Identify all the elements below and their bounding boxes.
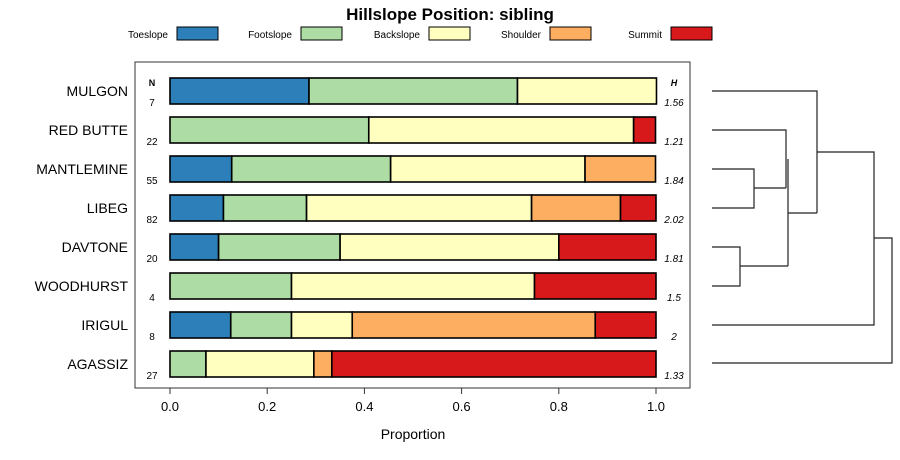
category-label: WOODHURST xyxy=(35,278,129,294)
legend-label: Summit xyxy=(628,30,662,41)
bar-segment-backslope xyxy=(305,194,533,222)
bar-row: AGASSIZ 27 1.33 xyxy=(67,350,684,382)
n-value: 55 xyxy=(146,176,158,187)
x-axis: 0.0 0.2 0.4 0.6 0.8 1.0 xyxy=(161,388,665,414)
dendrogram-branch xyxy=(712,168,755,209)
n-header: N xyxy=(149,78,156,88)
bar-segment-footslope xyxy=(222,194,308,222)
category-label: RED BUTTE xyxy=(49,122,128,138)
dendrogram-branch xyxy=(712,246,741,287)
bar-segment-footslope xyxy=(169,272,293,300)
legend-label: Toeslope xyxy=(128,30,168,41)
h-value: 2 xyxy=(670,332,677,343)
bar-row: MANTLEMINE 55 1.84 xyxy=(36,155,684,187)
h-header: H xyxy=(671,78,678,88)
bar-segment-toeslope xyxy=(169,311,232,339)
legend-swatch xyxy=(176,26,219,41)
h-value: 1.33 xyxy=(664,371,684,382)
bar-segment-summit xyxy=(533,272,657,300)
bar-segment-backslope xyxy=(516,77,658,105)
dendrogram-branch xyxy=(712,90,818,213)
x-axis-label: Proportion xyxy=(381,426,446,442)
bar-segment-summit xyxy=(594,311,657,339)
n-value: 82 xyxy=(146,215,158,226)
x-tick-label: 0.6 xyxy=(453,399,471,414)
bar-row: LIBEG 82 2.02 xyxy=(87,194,684,226)
bar-segment-footslope xyxy=(230,155,392,183)
bar-segment-toeslope xyxy=(169,77,310,105)
h-value: 1.21 xyxy=(664,137,683,148)
legend-swatch xyxy=(670,26,713,41)
bar-row: MULGON 7 1.56 xyxy=(67,77,684,109)
bar-segment-backslope xyxy=(205,350,315,378)
bar-segment-footslope xyxy=(308,77,519,105)
bar-row: DAVTONE 20 1.81 xyxy=(62,233,684,265)
bar-segment-footslope xyxy=(217,233,341,261)
bar-row: IRIGUL 8 2 xyxy=(81,311,677,343)
n-value: 8 xyxy=(149,332,155,343)
x-tick-label: 1.0 xyxy=(647,399,665,414)
category-label: AGASSIZ xyxy=(67,356,128,372)
plot-frame xyxy=(134,61,691,389)
bar-segment-shoulder xyxy=(351,311,597,339)
bar-segment-footslope xyxy=(169,350,207,378)
dendrogram xyxy=(712,90,893,364)
bar-segment-backslope xyxy=(290,272,536,300)
h-value: 2.02 xyxy=(663,215,684,226)
n-value: 20 xyxy=(146,254,158,265)
bar-segment-summit xyxy=(619,194,657,222)
legend-swatch xyxy=(549,26,592,41)
x-tick-label: 0.0 xyxy=(161,399,179,414)
x-tick-label: 0.8 xyxy=(550,399,568,414)
bar-segment-summit xyxy=(557,233,657,261)
h-value: 1.84 xyxy=(664,176,684,187)
chart-title: Hillslope Position: sibling xyxy=(346,5,554,24)
bar-segment-footslope xyxy=(229,311,293,339)
bar-segment-backslope xyxy=(389,155,586,183)
bar-segment-toeslope xyxy=(169,194,225,222)
bar-segment-shoulder xyxy=(530,194,622,222)
n-value: 4 xyxy=(149,293,155,304)
h-value: 1.56 xyxy=(664,98,684,109)
bar-segment-summit xyxy=(331,350,657,378)
bar-segment-shoulder xyxy=(584,155,657,183)
legend-swatch xyxy=(428,26,471,41)
x-tick-label: 0.4 xyxy=(355,399,373,414)
legend-swatch xyxy=(300,26,343,41)
bar-segment-toeslope xyxy=(169,155,233,183)
n-value: 27 xyxy=(146,371,158,382)
legend-label: Backslope xyxy=(374,30,421,41)
bar-segment-footslope xyxy=(169,116,370,144)
bar-segment-shoulder xyxy=(313,350,333,378)
bar-segment-backslope xyxy=(339,233,560,261)
h-value: 1.81 xyxy=(664,254,683,265)
dendrogram-branch xyxy=(712,237,893,364)
bar-segment-backslope xyxy=(290,311,354,339)
category-label: DAVTONE xyxy=(62,239,128,255)
bar-segment-backslope xyxy=(367,116,635,144)
bar-segment-summit xyxy=(632,116,657,144)
category-label: MANTLEMINE xyxy=(36,161,128,177)
dendrogram-branch xyxy=(712,151,875,326)
x-tick-label: 0.2 xyxy=(258,399,276,414)
category-label: LIBEG xyxy=(87,200,128,216)
category-label: IRIGUL xyxy=(81,317,128,333)
n-value: 22 xyxy=(146,137,158,148)
legend-label: Footslope xyxy=(248,30,292,41)
category-label: MULGON xyxy=(67,83,128,99)
dendrogram-branch xyxy=(712,129,787,188)
legend-label: Shoulder xyxy=(501,30,542,41)
bar-row: RED BUTTE 22 1.21 xyxy=(49,116,684,148)
bar-row: WOODHURST 4 1.5 xyxy=(35,272,681,304)
legend: Toeslope Footslope Backslope Shoulder Summit xyxy=(128,26,713,41)
n-value: 7 xyxy=(149,98,155,109)
bar-segment-toeslope xyxy=(169,233,220,261)
h-value: 1.5 xyxy=(667,293,681,304)
